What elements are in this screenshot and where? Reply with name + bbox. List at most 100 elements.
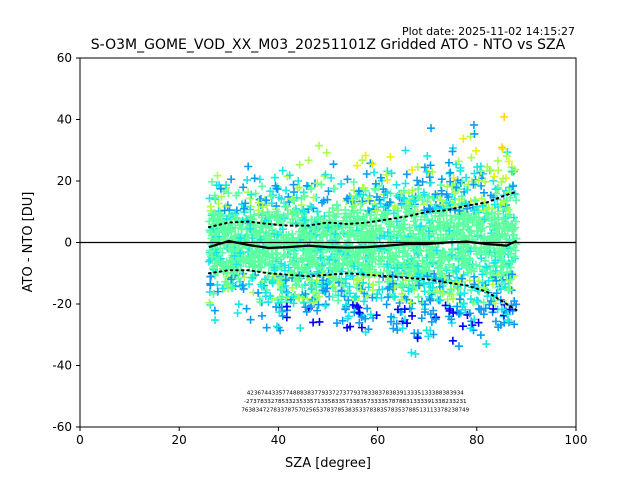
scatter-point — [434, 263, 443, 272]
scatter-point — [269, 254, 278, 263]
scatter-point — [455, 219, 464, 228]
scatter-point — [441, 252, 450, 261]
count-annotations: 4236744335774888383779337273779378338378… — [241, 391, 469, 414]
scatter-point — [221, 224, 230, 233]
scatter-point — [488, 280, 497, 289]
scatter-point — [435, 218, 444, 227]
scatter-point — [397, 201, 406, 210]
scatter-point — [270, 229, 279, 238]
scatter-point — [505, 210, 514, 219]
scatter-point — [423, 272, 432, 281]
scatter-point — [353, 161, 362, 170]
scatter-point — [449, 173, 458, 182]
scatter-point — [386, 152, 395, 161]
scatter-point — [374, 277, 383, 286]
statistic-lines — [80, 190, 576, 312]
scatter-point — [491, 267, 500, 276]
scatter-point — [288, 215, 297, 224]
scatter-point — [413, 162, 422, 171]
scatter-point — [343, 323, 352, 332]
scatter-point — [473, 230, 482, 239]
scatter-point — [446, 177, 455, 186]
scatter-point — [402, 202, 411, 211]
y-tick-label: 60 — [57, 51, 72, 65]
scatter-point — [282, 186, 291, 195]
scatter-point — [445, 169, 454, 178]
scatter-point — [481, 264, 490, 273]
scatter-point — [413, 262, 422, 271]
scatter-point — [393, 305, 402, 314]
scatter-point — [208, 177, 217, 186]
scatter-point — [299, 298, 308, 307]
scatter-point — [307, 203, 316, 212]
scatter-point — [502, 152, 511, 161]
scatter-point — [441, 264, 450, 273]
scatter-point — [332, 249, 341, 258]
scatter-point — [453, 302, 462, 311]
scatter-point — [422, 167, 431, 176]
scatter-point — [206, 202, 215, 211]
scatter-point — [287, 194, 296, 203]
scatter-point — [248, 273, 257, 282]
scatter-point — [307, 302, 316, 311]
scatter-point — [288, 283, 297, 292]
scatter-point — [399, 216, 408, 225]
scatter-point — [413, 176, 422, 185]
scatter-point — [215, 180, 224, 189]
scatter-point — [341, 205, 350, 214]
scatter-point — [355, 308, 364, 317]
scatter-point — [308, 233, 317, 242]
scatter-point — [214, 199, 223, 208]
scatter-point — [366, 232, 375, 241]
scatter-point — [273, 230, 282, 239]
scatter-point — [361, 151, 370, 160]
scatter-point — [431, 203, 440, 212]
scatter-point — [403, 251, 412, 260]
scatter-point — [497, 262, 506, 271]
scatter-point — [213, 280, 222, 289]
scatter-point — [221, 202, 230, 211]
scatter-point — [494, 213, 503, 222]
scatter-point — [409, 217, 418, 226]
scatter-point — [453, 252, 462, 261]
scatter-point — [494, 283, 503, 292]
scatter-point — [505, 284, 514, 293]
scatter-point — [448, 336, 457, 345]
scatter-point — [466, 227, 475, 236]
series-line-median — [208, 239, 517, 250]
scatter-point — [376, 199, 385, 208]
scatter-point — [466, 295, 475, 304]
scatter-point — [261, 288, 270, 297]
scatter-point — [262, 249, 271, 258]
scatter-point — [314, 300, 323, 309]
scatter-point — [204, 257, 213, 266]
scatter-point — [278, 285, 287, 294]
scatter-point — [504, 315, 513, 324]
scatter-point — [282, 288, 291, 297]
scatter-point — [504, 205, 513, 214]
scatter-point — [432, 225, 441, 234]
scatter-point — [414, 245, 423, 254]
scatter-point — [309, 318, 318, 327]
scatter-point — [262, 323, 271, 332]
scatter-point — [285, 171, 294, 180]
scatter-point — [270, 263, 279, 272]
scatter-point — [509, 271, 518, 280]
scatter-point — [361, 314, 370, 323]
scatter-point — [451, 189, 460, 198]
scatter-point — [420, 287, 429, 296]
scatter-point — [236, 234, 245, 243]
scatter-point — [511, 165, 520, 174]
scatter-point — [297, 201, 306, 210]
scatter-point — [266, 292, 275, 301]
scatter-point — [390, 202, 399, 211]
scatter-point — [471, 244, 480, 253]
scatter-point — [481, 304, 490, 313]
scatter-point — [418, 195, 427, 204]
scatter-point — [385, 253, 394, 262]
scatter-point — [454, 157, 463, 166]
scatter-point — [450, 266, 459, 275]
scatter-points — [204, 112, 521, 358]
scatter-point — [446, 168, 455, 177]
